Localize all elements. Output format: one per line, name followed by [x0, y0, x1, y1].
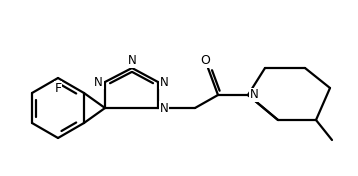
Text: O: O [200, 55, 210, 68]
Text: N: N [94, 76, 103, 89]
Text: N: N [250, 89, 259, 102]
Text: N: N [160, 102, 169, 115]
Text: N: N [127, 54, 136, 67]
Text: N: N [160, 76, 169, 89]
Text: F: F [54, 81, 62, 95]
